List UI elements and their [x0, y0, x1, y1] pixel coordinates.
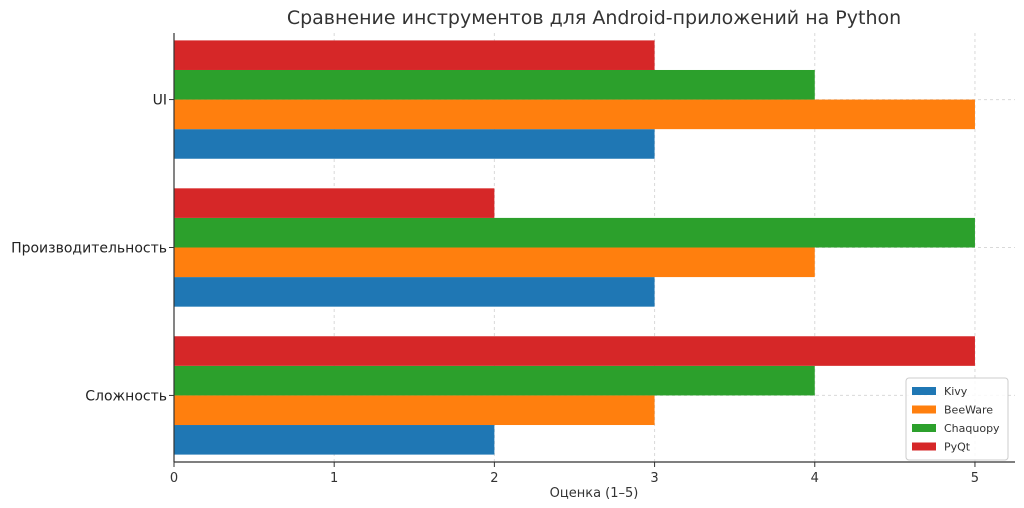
- x-tick-label: 5: [971, 471, 979, 486]
- legend-swatch-chaquopy: [912, 424, 936, 432]
- bar-kivy-2: [174, 129, 655, 159]
- legend-box: [905, 377, 1009, 461]
- y-tick-label-0: Сложность: [85, 388, 167, 404]
- bar-chaquopy-0: [174, 365, 815, 396]
- x-tick-label: 3: [650, 471, 658, 486]
- bar-kivy-1: [174, 277, 655, 307]
- bar-chaquopy-1: [174, 217, 975, 248]
- x-tick-label: 1: [330, 471, 338, 486]
- x-tick-label: 4: [811, 471, 819, 486]
- y-tick-label-1: Производительность: [11, 241, 167, 257]
- bar-beeware-2: [174, 99, 975, 130]
- legend-label-kivy: Kivy: [944, 385, 968, 398]
- bar-pyqt-2: [174, 40, 655, 70]
- bar-beeware-0: [174, 395, 655, 426]
- chart-title: Сравнение инструментов для Android-прило…: [287, 7, 901, 29]
- bar-pyqt-0: [174, 336, 975, 366]
- legend: Kivy BeeWare Chaquopy PyQt: [905, 377, 1009, 461]
- legend-label-chaquopy: Chaquopy: [944, 422, 1000, 435]
- x-ticks: 0 1 2 3 4 5: [170, 462, 979, 486]
- legend-label-beeware: BeeWare: [944, 404, 993, 417]
- x-tick-label: 2: [490, 471, 498, 486]
- bar-beeware-1: [174, 247, 815, 278]
- legend-swatch-beeware: [912, 405, 936, 414]
- x-axis-label: Оценка (1–5): [550, 486, 639, 501]
- y-ticks: Сложность Производительность UI: [11, 93, 174, 404]
- bar-kivy-0: [174, 425, 495, 455]
- legend-swatch-kivy: [912, 387, 936, 395]
- bars: [174, 40, 975, 455]
- y-tick-label-2: UI: [153, 93, 167, 109]
- bar-pyqt-1: [174, 188, 495, 218]
- bar-chaquopy-2: [174, 69, 815, 100]
- legend-label-pyqt: PyQt: [944, 441, 971, 454]
- x-tick-label: 0: [170, 471, 178, 486]
- legend-swatch-pyqt: [912, 442, 936, 451]
